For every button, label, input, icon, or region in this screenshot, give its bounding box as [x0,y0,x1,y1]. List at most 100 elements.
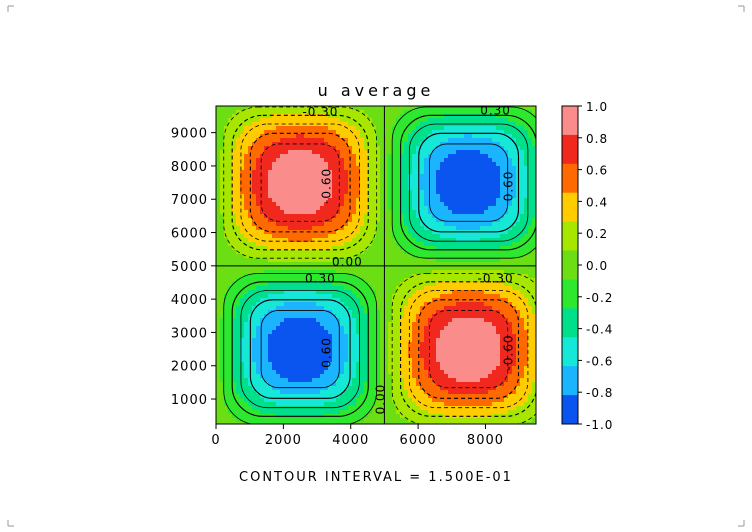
field-cell [216,154,221,159]
field-cell [216,374,221,379]
field-cell [324,242,329,247]
field-cell [296,270,301,275]
field-cell [396,198,401,203]
field-cell [396,150,401,155]
field-cell [352,170,357,175]
field-cell [220,238,225,243]
field-cell [352,262,357,267]
field-cell [284,398,289,403]
field-cell [288,258,293,263]
field-cell [260,378,265,383]
field-cell [440,366,445,371]
field-cell [240,158,245,163]
field-cell [228,234,233,239]
field-cell [236,186,241,191]
field-cell [220,222,225,227]
field-cell [400,258,405,263]
field-cell [456,226,461,231]
field-cell [308,266,313,271]
field-cell [412,258,417,263]
field-cell [444,198,449,203]
field-cell [336,266,341,271]
field-cell [368,206,373,211]
field-cell [396,274,401,279]
field-cell [388,186,393,191]
field-cell [272,330,277,335]
field-cell [404,110,409,115]
field-cell [332,146,337,151]
field-cell [360,318,365,323]
field-cell [428,114,433,119]
field-cell [336,202,341,207]
field-cell [360,378,365,383]
field-cell [360,370,365,375]
field-cell [312,262,317,267]
field-cell [288,370,293,375]
field-cell [412,326,417,331]
field-cell [340,134,345,139]
field-cell [252,250,257,255]
field-cell [228,358,233,363]
field-cell [300,170,305,175]
field-cell [452,182,457,187]
field-cell [292,222,297,227]
field-cell [456,134,461,139]
field-cell [344,242,349,247]
field-cell [392,210,397,215]
field-cell [324,374,329,379]
field-cell [256,142,261,147]
field-cell [380,374,385,379]
field-cell [424,410,429,415]
field-cell [412,266,417,271]
field-cell [268,238,273,243]
field-cell [248,154,253,159]
field-cell [328,250,333,255]
field-cell [276,218,281,223]
field-cell [284,346,289,351]
field-cell [348,138,353,143]
field-cell [352,130,357,135]
field-cell [284,118,289,123]
field-cell [232,338,237,343]
field-cell [224,194,229,199]
field-cell [328,186,333,191]
field-cell [392,286,397,291]
field-cell [412,378,417,383]
field-cell [372,262,377,267]
field-cell [288,198,293,203]
field-cell [320,158,325,163]
field-cell [240,346,245,351]
field-cell [236,178,241,183]
field-cell [216,342,221,347]
field-cell [392,382,397,387]
field-cell [244,130,249,135]
field-cell [280,398,285,403]
field-cell [324,310,329,315]
field-cell [260,250,265,255]
field-cell [436,398,441,403]
field-cell [240,290,245,295]
field-cell [268,382,273,387]
field-cell [232,186,237,191]
field-cell [256,330,261,335]
field-cell [352,330,357,335]
field-cell [352,274,357,279]
field-cell [308,234,313,239]
field-cell [464,242,469,247]
field-cell [264,358,269,363]
field-cell [416,250,421,255]
field-cell [216,338,221,343]
field-cell [460,130,465,135]
field-cell [280,162,285,167]
field-cell [388,274,393,279]
field-cell [288,342,293,347]
field-cell [244,170,249,175]
field-cell [292,206,297,211]
field-cell [392,202,397,207]
field-cell [348,290,353,295]
field-cell [272,286,277,291]
field-cell [236,170,241,175]
field-cell [392,406,397,411]
field-cell [328,330,333,335]
field-cell [272,398,277,403]
